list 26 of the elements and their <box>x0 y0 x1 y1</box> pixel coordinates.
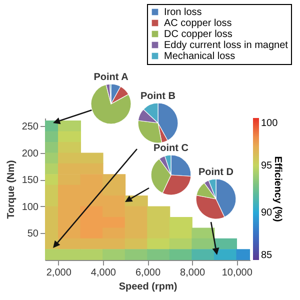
slice-label: Point C <box>154 143 188 154</box>
slice-label: Point D <box>198 167 234 178</box>
legend-label: Eddy current loss in magnet <box>164 40 288 51</box>
x-tick-label: 6,000 <box>135 268 161 278</box>
x-axis-title: Speed (rpm) <box>118 282 178 292</box>
x-tick-label: 8,000 <box>180 268 206 278</box>
color-bar-label: 90 <box>261 208 273 219</box>
x-tick-label: 2,000 <box>46 268 72 278</box>
y-tick-label: 250 <box>22 122 39 133</box>
y-axis-title: Torque (Nm) <box>6 160 17 219</box>
y-tick-label: 50 <box>27 228 39 240</box>
legend-label: Mechanical loss <box>164 51 236 62</box>
slice-label: Point B <box>140 91 176 102</box>
color-bar-label: 85 <box>261 250 273 261</box>
legend-label: Iron loss <box>164 7 202 18</box>
y-tick-label: 200 <box>22 148 39 160</box>
y-tick-label: 100 <box>22 202 39 213</box>
legend-label: DC copper loss <box>164 29 232 40</box>
color-bar-title: Efficiency (%) <box>272 156 283 222</box>
legend-label: AC copper loss <box>164 18 232 29</box>
color-bar-label: 95 <box>261 160 273 172</box>
slice-label: Point A <box>94 72 128 83</box>
y-tick-label: 150 <box>22 175 39 186</box>
x-tick-label: 10,000 <box>222 268 253 278</box>
x-tick-label: 4,000 <box>90 268 116 278</box>
color-bar-label: 100 <box>261 118 278 129</box>
